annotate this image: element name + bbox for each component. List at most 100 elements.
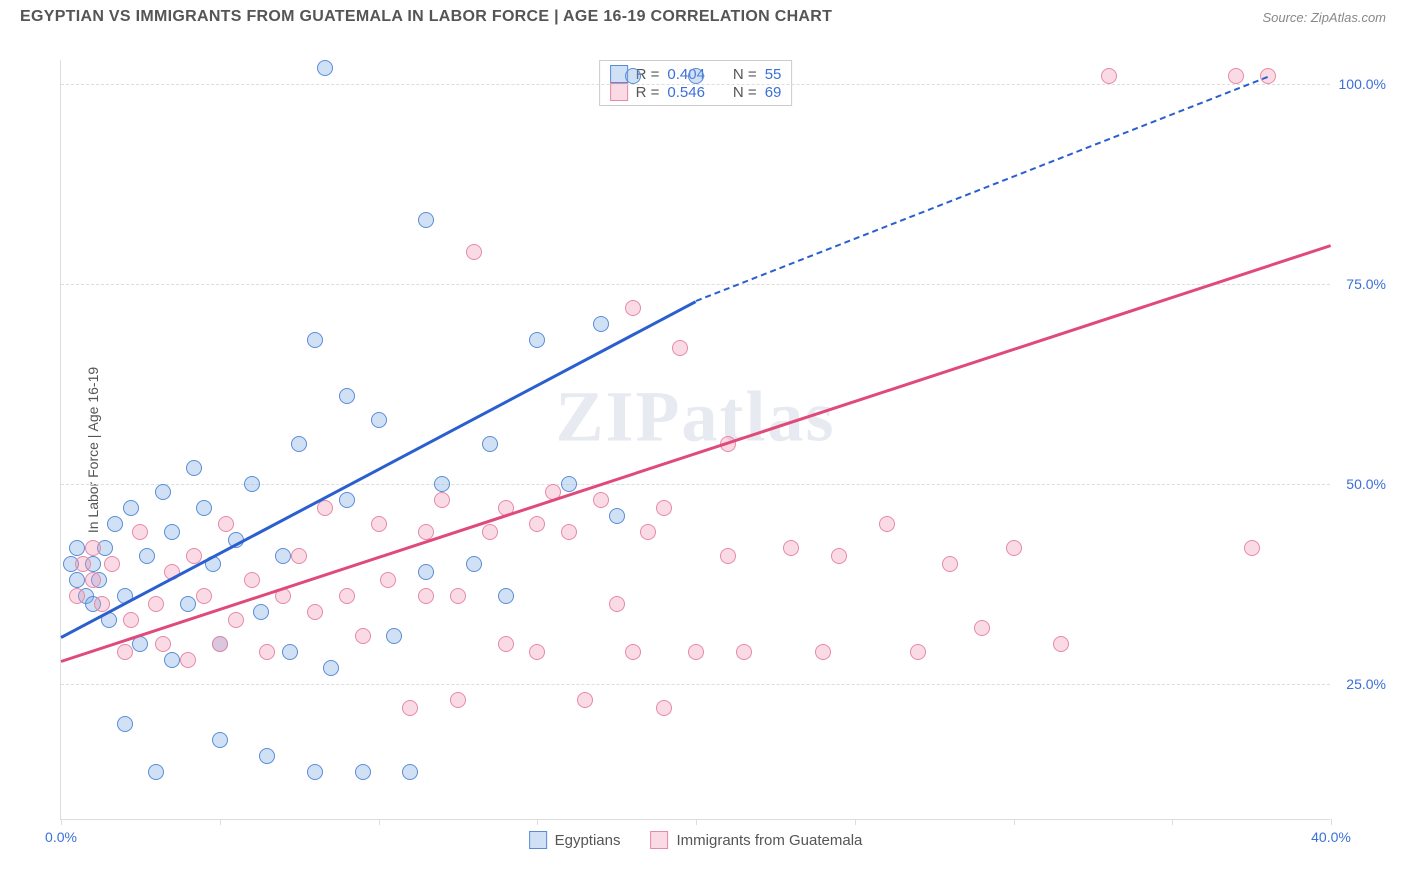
- legend-r-value: 0.546: [667, 84, 705, 101]
- data-point-guatemala: [783, 540, 799, 556]
- legend-n-value: 69: [765, 84, 782, 101]
- data-point-egyptians: [291, 436, 307, 452]
- data-point-egyptians: [117, 716, 133, 732]
- data-point-egyptians: [69, 540, 85, 556]
- data-point-guatemala: [1228, 68, 1244, 84]
- data-point-egyptians: [107, 516, 123, 532]
- data-point-guatemala: [212, 636, 228, 652]
- data-point-egyptians: [418, 212, 434, 228]
- data-point-egyptians: [155, 484, 171, 500]
- data-point-guatemala: [466, 244, 482, 260]
- data-point-egyptians: [244, 476, 260, 492]
- legend-label: Immigrants from Guatemala: [676, 832, 862, 849]
- data-point-guatemala: [117, 644, 133, 660]
- gridline-h: [61, 284, 1330, 285]
- data-point-guatemala: [656, 700, 672, 716]
- legend-item-guatemala: Immigrants from Guatemala: [650, 831, 862, 849]
- data-point-egyptians: [323, 660, 339, 676]
- data-point-guatemala: [561, 524, 577, 540]
- y-tick-label: 50.0%: [1346, 476, 1386, 492]
- data-point-guatemala: [218, 516, 234, 532]
- data-point-guatemala: [720, 548, 736, 564]
- data-point-guatemala: [339, 588, 355, 604]
- data-point-guatemala: [482, 524, 498, 540]
- x-tick-mark: [379, 819, 380, 825]
- legend-n-label: N =: [733, 66, 757, 83]
- data-point-egyptians: [688, 68, 704, 84]
- data-point-guatemala: [155, 636, 171, 652]
- data-point-egyptians: [275, 548, 291, 564]
- data-point-egyptians: [371, 412, 387, 428]
- legend-n-value: 55: [765, 66, 782, 83]
- data-point-egyptians: [386, 628, 402, 644]
- data-point-egyptians: [259, 748, 275, 764]
- legend-row-guatemala: R =0.546N =69: [610, 83, 782, 101]
- gridline-h: [61, 84, 1330, 85]
- data-point-guatemala: [672, 340, 688, 356]
- trend-line: [60, 300, 696, 639]
- data-point-egyptians: [593, 316, 609, 332]
- chart-title: EGYPTIAN VS IMMIGRANTS FROM GUATEMALA IN…: [20, 8, 832, 26]
- data-point-egyptians: [148, 764, 164, 780]
- x-tick-label: 40.0%: [1311, 829, 1351, 845]
- data-point-guatemala: [688, 644, 704, 660]
- data-point-guatemala: [380, 572, 396, 588]
- data-point-egyptians: [561, 476, 577, 492]
- data-point-guatemala: [815, 644, 831, 660]
- data-point-guatemala: [355, 628, 371, 644]
- data-point-guatemala: [910, 644, 926, 660]
- data-point-guatemala: [1260, 68, 1276, 84]
- data-point-egyptians: [355, 764, 371, 780]
- data-point-guatemala: [593, 492, 609, 508]
- data-point-egyptians: [164, 652, 180, 668]
- data-point-guatemala: [1244, 540, 1260, 556]
- data-point-egyptians: [282, 644, 298, 660]
- trend-line: [696, 76, 1268, 302]
- x-tick-mark: [1172, 819, 1173, 825]
- data-point-guatemala: [879, 516, 895, 532]
- data-point-guatemala: [1101, 68, 1117, 84]
- plot-area: ZIPatlas R =0.404N =55R =0.546N =69 Egyp…: [60, 60, 1330, 820]
- legend-swatch: [610, 83, 628, 101]
- chart-container: In Labor Force | Age 16-19 ZIPatlas R =0…: [20, 40, 1386, 860]
- data-point-egyptians: [196, 500, 212, 516]
- data-point-guatemala: [85, 572, 101, 588]
- data-point-guatemala: [498, 636, 514, 652]
- data-point-guatemala: [529, 644, 545, 660]
- x-tick-label: 0.0%: [45, 829, 77, 845]
- data-point-guatemala: [942, 556, 958, 572]
- x-tick-mark: [855, 819, 856, 825]
- data-point-guatemala: [228, 612, 244, 628]
- data-point-egyptians: [529, 332, 545, 348]
- data-point-egyptians: [402, 764, 418, 780]
- data-point-guatemala: [974, 620, 990, 636]
- source-attribution: Source: ZipAtlas.com: [1262, 10, 1386, 25]
- data-point-egyptians: [609, 508, 625, 524]
- legend-n-label: N =: [733, 84, 757, 101]
- data-point-egyptians: [317, 60, 333, 76]
- data-point-egyptians: [123, 500, 139, 516]
- data-point-egyptians: [253, 604, 269, 620]
- data-point-guatemala: [402, 700, 418, 716]
- data-point-egyptians: [139, 548, 155, 564]
- x-tick-mark: [696, 819, 697, 825]
- data-point-guatemala: [831, 548, 847, 564]
- data-point-egyptians: [498, 588, 514, 604]
- data-point-egyptians: [186, 460, 202, 476]
- data-point-guatemala: [1006, 540, 1022, 556]
- legend-label: Egyptians: [555, 832, 621, 849]
- data-point-egyptians: [339, 388, 355, 404]
- data-point-guatemala: [529, 516, 545, 532]
- data-point-guatemala: [85, 540, 101, 556]
- data-point-guatemala: [69, 588, 85, 604]
- data-point-guatemala: [307, 604, 323, 620]
- data-point-guatemala: [371, 516, 387, 532]
- data-point-guatemala: [148, 596, 164, 612]
- data-point-guatemala: [180, 652, 196, 668]
- watermark: ZIPatlas: [555, 375, 835, 458]
- data-point-guatemala: [1053, 636, 1069, 652]
- data-point-egyptians: [466, 556, 482, 572]
- legend-item-egyptians: Egyptians: [529, 831, 621, 849]
- x-tick-mark: [1014, 819, 1015, 825]
- data-point-guatemala: [196, 588, 212, 604]
